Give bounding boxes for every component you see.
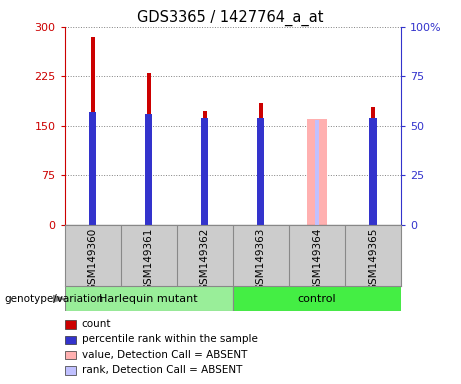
- Text: Harlequin mutant: Harlequin mutant: [100, 293, 198, 304]
- Bar: [233, 286, 401, 311]
- Text: value, Detection Call = ABSENT: value, Detection Call = ABSENT: [82, 350, 247, 360]
- Bar: [371, 107, 375, 225]
- Text: GSM149365: GSM149365: [368, 228, 378, 291]
- Polygon shape: [53, 296, 65, 302]
- Bar: [257, 118, 264, 225]
- Bar: [65, 286, 233, 311]
- Text: percentile rank within the sample: percentile rank within the sample: [82, 334, 258, 344]
- Bar: [91, 37, 95, 225]
- Bar: [259, 103, 263, 225]
- Bar: [89, 112, 96, 225]
- Text: count: count: [82, 319, 111, 329]
- Text: control: control: [298, 293, 336, 304]
- Text: GSM149361: GSM149361: [144, 228, 154, 291]
- Text: GSM149364: GSM149364: [312, 228, 322, 291]
- Bar: [315, 120, 319, 225]
- Bar: [145, 114, 152, 225]
- Bar: [147, 73, 151, 225]
- Bar: [307, 119, 327, 225]
- Bar: [370, 118, 377, 225]
- Bar: [201, 118, 208, 225]
- Bar: [203, 111, 207, 225]
- Text: GDS3365 / 1427764_a_at: GDS3365 / 1427764_a_at: [137, 10, 324, 26]
- Text: GSM149362: GSM149362: [200, 228, 210, 291]
- Text: GSM149360: GSM149360: [88, 228, 98, 291]
- Text: GSM149363: GSM149363: [256, 228, 266, 291]
- Text: rank, Detection Call = ABSENT: rank, Detection Call = ABSENT: [82, 365, 242, 375]
- Text: genotype/variation: genotype/variation: [5, 294, 104, 304]
